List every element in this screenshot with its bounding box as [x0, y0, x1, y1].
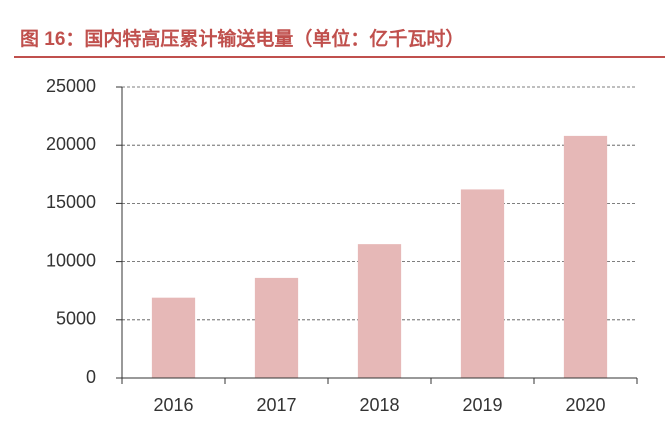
chart-title: 图 16：国内特高压累计输送电量（单位：亿千瓦时）	[20, 27, 464, 50]
x-tick-label: 2016	[153, 395, 193, 415]
x-tick-label: 2020	[565, 395, 605, 415]
x-tick-label: 2018	[359, 395, 399, 415]
x-tick-label: 2017	[256, 395, 296, 415]
bar	[563, 135, 608, 378]
y-tick-label: 25000	[46, 76, 96, 96]
y-tick-label: 20000	[46, 134, 96, 154]
bar	[151, 297, 196, 378]
bar	[254, 277, 299, 378]
y-tick-label: 10000	[46, 250, 96, 270]
bar	[357, 244, 402, 378]
y-tick-label: 5000	[56, 309, 96, 329]
bar	[460, 189, 505, 378]
y-tick-label: 15000	[46, 192, 96, 212]
y-tick-label: 0	[86, 367, 96, 387]
x-tick-label: 2019	[462, 395, 502, 415]
